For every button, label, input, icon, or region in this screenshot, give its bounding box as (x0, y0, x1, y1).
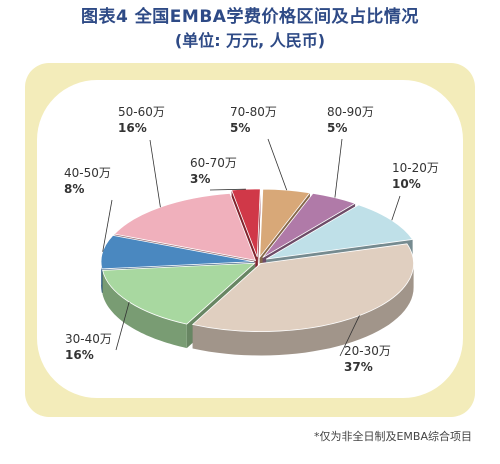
slice-percent: 10% (392, 177, 421, 191)
chart-title: 图表4 全国EMBA学费价格区间及占比情况 (单位: 万元, 人民币) (0, 6, 500, 52)
label-80-90: 80-90万 5% (327, 104, 374, 136)
pie-slice-40-50万 (100, 234, 255, 270)
slice-label: 80-90万 (327, 105, 374, 119)
chart-title-unit: (单位: 万元, 人民币) (174, 31, 326, 50)
slice-percent: 16% (65, 348, 94, 362)
slice-label: 30-40万 (65, 332, 112, 346)
slice-percent: 5% (327, 121, 348, 135)
label-50-60: 50-60万 16% (118, 104, 165, 136)
slice-percent: 3% (190, 172, 211, 186)
slice-label: 20-30万 (344, 344, 391, 358)
slice-percent: 5% (230, 121, 251, 135)
leader-line (339, 315, 360, 357)
label-70-80: 70-80万 5% (230, 104, 277, 136)
slice-percent: 16% (118, 121, 147, 135)
leader-line (391, 195, 401, 221)
footnote: *仅为非全日制及EMBA综合项目 (313, 430, 472, 443)
label-40-50: 40-50万 8% (64, 165, 111, 197)
leader-line (115, 301, 130, 351)
leader-line (334, 138, 343, 198)
label-60-70: 60-70万 3% (190, 155, 237, 187)
slice-percent: 37% (344, 360, 373, 374)
pie-slice-side (102, 270, 187, 349)
slice-label: 50-60万 (118, 105, 165, 119)
pie-slice-80-90万 (262, 192, 357, 258)
leader-line (267, 138, 288, 191)
pie-slice-70-80万 (259, 188, 311, 259)
leader-line (209, 188, 246, 191)
slice-label: 60-70万 (190, 156, 237, 170)
slice-label: 70-80万 (230, 105, 277, 119)
label-30-40: 30-40万 16% (65, 331, 112, 363)
leader-line (149, 139, 161, 208)
pie-slice-side (192, 263, 414, 356)
chart-title-main: 图表4 全国EMBA学费价格区间及占比情况 (81, 7, 419, 27)
label-20-30: 20-30万 37% (344, 343, 391, 375)
slice-label: 10-20万 (392, 161, 439, 175)
slice-percent: 8% (64, 182, 85, 196)
pie-slice-30-40万 (102, 262, 256, 325)
slice-label: 40-50万 (64, 166, 111, 180)
leader-line (102, 199, 113, 252)
label-10-20: 10-20万 10% (392, 160, 439, 192)
